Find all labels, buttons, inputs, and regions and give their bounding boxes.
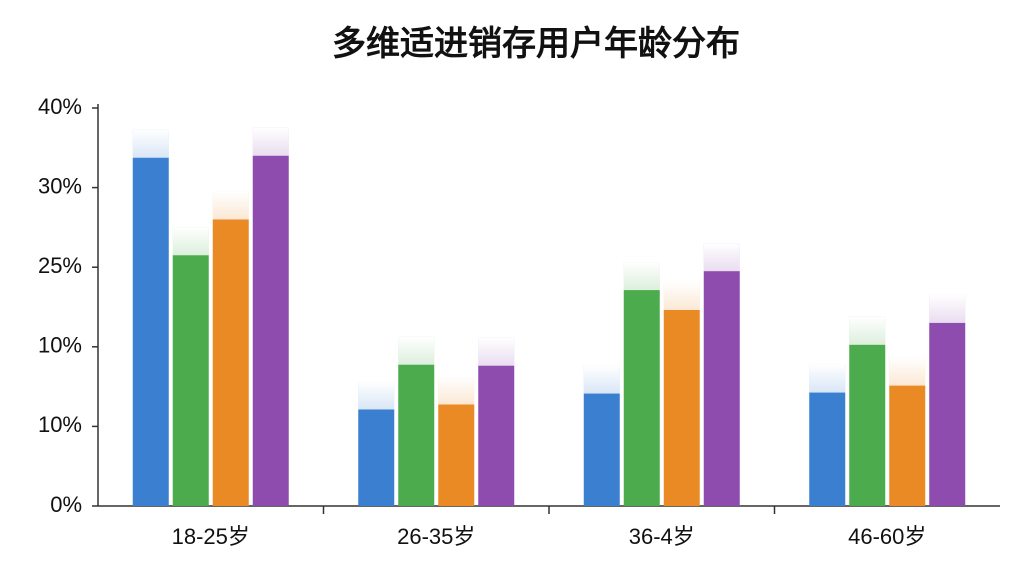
bar-glow-fade: [398, 336, 435, 365]
bar: [398, 364, 435, 506]
bar-glow-fade: [889, 357, 926, 386]
bar: [132, 157, 169, 506]
bar-glow-fade: [212, 191, 249, 220]
bar: [358, 409, 395, 506]
bar-glow-fade: [132, 129, 169, 158]
bar-glow-fade: [929, 294, 966, 323]
x-tick-label: 26-35岁: [397, 524, 475, 549]
x-tick-label: 46-60岁: [848, 524, 926, 549]
bar-glow-fade: [478, 337, 515, 366]
bar-glow-fade: [358, 381, 395, 410]
bar-glow-fade: [172, 227, 209, 256]
bar-glow-fade: [252, 127, 289, 156]
bar: [252, 155, 289, 506]
bar: [929, 322, 966, 506]
bar-glow-fade: [583, 365, 620, 394]
bar: [212, 219, 249, 506]
y-tick-label: 25%: [38, 253, 82, 278]
bar: [583, 393, 620, 506]
bar-glow-fade: [809, 364, 846, 393]
bar-glow-fade: [663, 281, 700, 310]
bar: [478, 365, 515, 506]
bar: [889, 385, 926, 506]
x-tick-label: 18-25岁: [172, 524, 250, 549]
bar-glow-fade: [703, 243, 740, 272]
bar: [438, 404, 475, 506]
y-tick-label: 40%: [38, 94, 82, 119]
bar-glow-fade: [623, 262, 660, 291]
y-tick-label: 10%: [38, 333, 82, 358]
bar: [663, 309, 700, 506]
x-tick-label: 36-4岁: [629, 524, 695, 549]
y-tick-label: 10%: [38, 412, 82, 437]
y-tick-label: 0%: [50, 492, 82, 517]
bar: [703, 271, 740, 506]
bar-glow-fade: [438, 376, 475, 405]
bar-glow-fade: [849, 316, 886, 345]
bar: [172, 255, 209, 506]
bar: [623, 290, 660, 506]
bar: [809, 392, 846, 506]
bar: [849, 344, 886, 506]
y-tick-label: 30%: [38, 173, 82, 198]
chart-title: 多维适进销存用户年龄分布: [332, 25, 740, 63]
